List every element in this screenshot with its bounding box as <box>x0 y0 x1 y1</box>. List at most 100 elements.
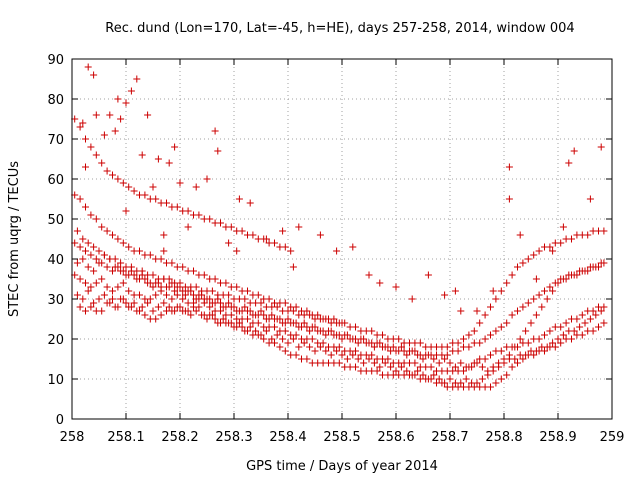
data-point <box>586 195 594 203</box>
data-point <box>481 335 489 343</box>
data-point <box>568 235 575 243</box>
data-point <box>279 335 287 343</box>
data-point <box>168 295 176 303</box>
data-point <box>76 275 84 283</box>
data-point <box>468 363 476 371</box>
data-point <box>489 287 497 295</box>
data-point <box>535 291 543 299</box>
data-point <box>397 343 405 351</box>
x-tick-label: 258.8 <box>485 430 522 445</box>
data-point <box>295 223 303 231</box>
data-point <box>246 199 254 207</box>
data-point <box>211 315 219 323</box>
data-point <box>300 319 308 327</box>
data-point <box>82 307 89 315</box>
data-point <box>192 283 200 291</box>
data-point <box>411 359 419 367</box>
data-point <box>136 291 143 299</box>
data-point <box>524 339 532 347</box>
data-point <box>146 251 154 259</box>
data-point <box>122 207 130 215</box>
data-point <box>82 247 89 255</box>
y-tick-label: 50 <box>47 213 64 228</box>
data-point <box>441 379 449 387</box>
y-axis-label: STEC from uqrg / TECUs <box>7 161 22 317</box>
data-point <box>338 351 346 359</box>
data-point <box>284 315 292 323</box>
data-point <box>122 271 130 279</box>
data-point <box>322 347 330 355</box>
data-point <box>227 223 235 231</box>
data-point <box>192 183 200 191</box>
data-point <box>136 247 143 255</box>
data-point <box>289 319 297 327</box>
data-point <box>82 163 89 171</box>
x-tick-label: 258 <box>60 430 85 445</box>
data-point <box>292 331 300 339</box>
data-point <box>392 347 400 355</box>
data-point <box>79 119 87 127</box>
data-point <box>225 299 233 307</box>
data-point <box>260 335 268 343</box>
data-point <box>152 315 160 323</box>
data-point <box>381 359 389 367</box>
data-point <box>473 379 481 387</box>
y-tick-label: 80 <box>47 93 64 108</box>
data-point <box>76 303 84 311</box>
data-point <box>343 355 351 363</box>
data-point <box>149 271 157 279</box>
data-point <box>465 343 473 351</box>
data-point <box>92 111 100 119</box>
data-point <box>225 239 233 247</box>
data-point <box>451 287 459 295</box>
data-point <box>171 307 179 315</box>
data-point <box>408 295 416 303</box>
data-point <box>327 327 335 335</box>
data-point <box>541 287 548 295</box>
data-point <box>257 299 265 307</box>
data-point <box>230 303 238 311</box>
data-point <box>360 359 368 367</box>
data-point <box>125 287 133 295</box>
data-point <box>281 243 289 251</box>
data-point <box>487 303 494 311</box>
data-point <box>217 307 224 315</box>
data-point <box>87 303 95 311</box>
data-point <box>460 335 467 343</box>
x-tick-label: 258.2 <box>161 430 198 445</box>
data-point <box>176 279 184 287</box>
data-points <box>71 63 608 391</box>
data-point <box>249 231 257 239</box>
data-point <box>497 323 505 331</box>
data-point <box>570 327 578 335</box>
data-point <box>473 359 481 367</box>
data-point <box>503 279 511 287</box>
data-point <box>235 307 243 315</box>
data-point <box>335 359 343 367</box>
y-tick-label: 70 <box>47 133 64 148</box>
data-point <box>530 295 538 303</box>
data-point <box>122 99 130 107</box>
data-point <box>376 279 384 287</box>
data-point <box>244 315 251 323</box>
data-point <box>181 291 189 299</box>
x-axis-label: GPS time / Days of year 2014 <box>246 459 438 474</box>
data-point <box>330 315 338 323</box>
data-point <box>79 235 87 243</box>
data-point <box>554 279 562 287</box>
data-point <box>214 319 222 327</box>
data-point <box>322 331 330 339</box>
data-point <box>497 375 505 383</box>
data-point <box>144 299 152 307</box>
data-point <box>368 351 376 359</box>
data-point <box>306 311 314 319</box>
data-point <box>443 351 451 359</box>
data-point <box>335 343 343 351</box>
data-point <box>522 351 530 359</box>
data-point <box>165 283 173 291</box>
data-point <box>489 367 497 375</box>
data-point <box>419 355 427 363</box>
data-point <box>319 339 327 347</box>
data-point <box>149 283 157 291</box>
data-point <box>179 295 187 303</box>
